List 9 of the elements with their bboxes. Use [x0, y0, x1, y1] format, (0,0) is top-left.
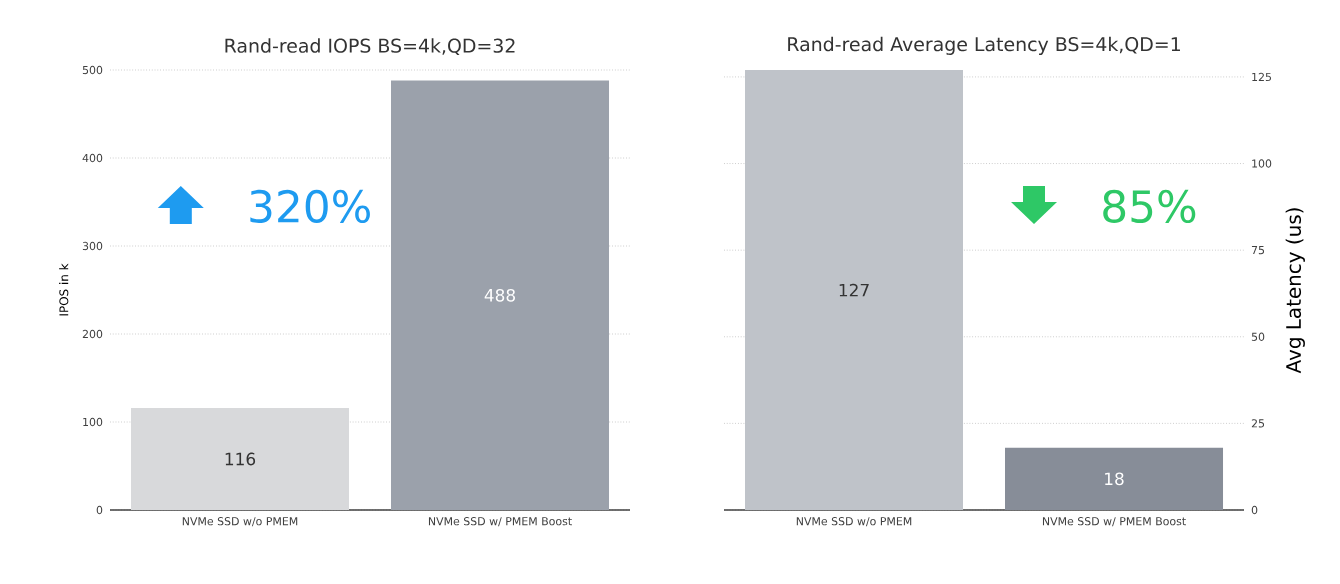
data-label: 488 [484, 288, 516, 302]
annotation: 320% [250, 189, 370, 223]
chart-title: Rand-read Average Latency BS=4k,QD=1 [788, 36, 1180, 55]
data-label: 18 [1105, 472, 1124, 486]
data-label: 116 [225, 452, 256, 466]
data-label: 127 [839, 283, 869, 297]
annotation: 85% [1103, 189, 1196, 223]
chart-title: Rand-read IOPS BS=4k,QD=32 [225, 38, 515, 56]
y2-axis-title: Avg Latency (us) [1285, 208, 1305, 374]
